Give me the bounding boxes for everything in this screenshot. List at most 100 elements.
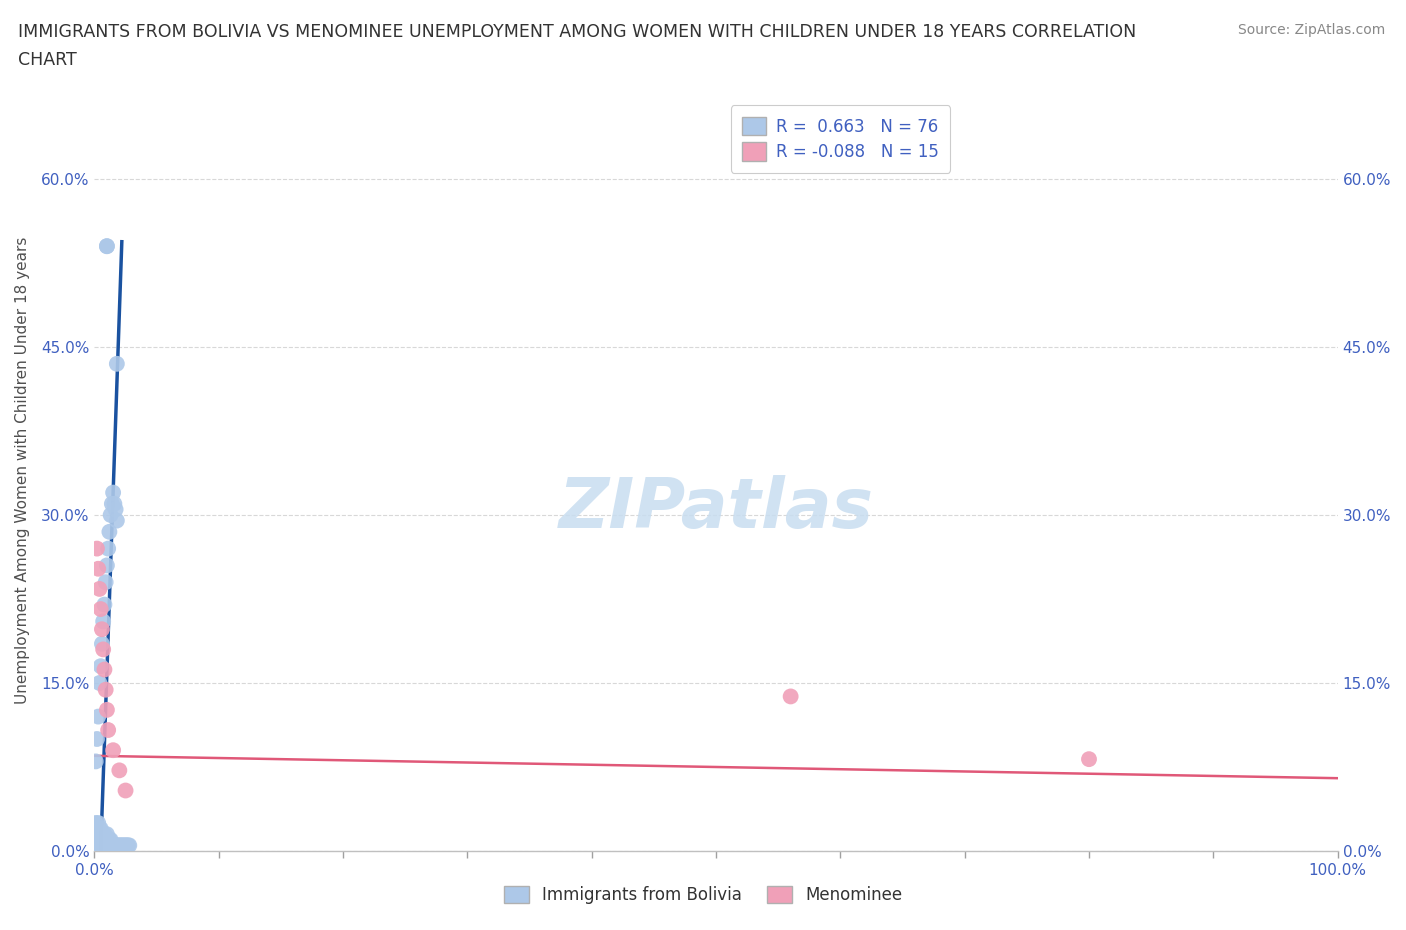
Point [89,675,111,690]
Point [90,827,112,842]
Point [111,838,134,853]
Point [110,838,132,853]
Point [98,525,121,539]
Text: CHART: CHART [18,51,77,69]
Point [96,827,118,842]
Point [91,614,114,629]
Point [86,832,108,847]
Point [96,239,118,254]
Legend: R =  0.663   N = 76, R = -0.088   N = 15: R = 0.663 N = 76, R = -0.088 N = 15 [731,105,950,173]
Point [101,485,124,500]
Point [93,838,115,853]
Point [86,821,108,836]
Point [104,502,127,517]
Point [103,497,125,512]
Point [90,636,112,651]
Point [93,832,115,847]
Point [87,816,110,830]
Point [96,838,118,853]
Point [87,710,110,724]
Point [112,838,135,853]
Point [97,723,120,737]
Point [90,622,112,637]
Point [105,513,128,528]
Point [108,763,131,777]
Point [100,838,122,853]
Point [86,541,108,556]
Text: ZIPatlas: ZIPatlas [558,475,873,542]
Point [93,827,115,842]
Point [100,508,122,523]
Point [87,562,110,577]
Point [87,821,110,836]
Point [101,497,124,512]
Point [94,683,117,698]
Point [89,832,111,847]
Point [84,827,107,842]
Point [117,838,139,853]
Point [89,827,111,842]
Point [114,783,136,798]
Point [96,702,118,717]
Point [93,597,115,612]
Point [90,832,112,847]
Point [91,838,114,853]
Point [98,832,121,847]
Point [87,827,110,842]
Point [84,754,107,769]
Point [101,838,124,853]
Point [101,838,124,853]
Point [89,838,111,853]
Point [84,816,107,830]
Point [90,832,112,847]
Point [108,838,131,853]
Point [1078,751,1101,766]
Point [91,827,114,842]
Point [118,838,141,853]
Text: IMMIGRANTS FROM BOLIVIA VS MENOMINEE UNEMPLOYMENT AMONG WOMEN WITH CHILDREN UNDE: IMMIGRANTS FROM BOLIVIA VS MENOMINEE UNE… [18,23,1136,41]
Point [94,838,117,853]
Point [114,838,136,853]
Point [84,832,107,847]
Legend: Immigrants from Bolivia, Menominee: Immigrants from Bolivia, Menominee [495,878,911,912]
Point [96,832,118,847]
Point [90,827,112,842]
Point [89,821,111,836]
Point [90,821,112,836]
Point [94,575,117,590]
Point [90,658,112,673]
Text: Source: ZipAtlas.com: Source: ZipAtlas.com [1237,23,1385,37]
Point [86,827,108,842]
Point [86,732,108,747]
Point [90,838,112,853]
Point [97,838,120,853]
Point [105,356,128,371]
Point [87,832,110,847]
Point [96,239,118,254]
Point [86,838,108,853]
Point [91,642,114,657]
Point [89,581,111,596]
Point [97,832,120,847]
Point [779,689,801,704]
Point [90,602,112,617]
Point [96,558,118,573]
Point [105,838,128,853]
Point [103,838,125,853]
Y-axis label: Unemployment Among Women with Children Under 18 years: Unemployment Among Women with Children U… [15,236,30,704]
Point [112,838,135,853]
Point [93,662,115,677]
Point [87,838,110,853]
Point [91,832,114,847]
Point [97,541,120,556]
Point [101,743,124,758]
Point [115,838,138,853]
Point [90,838,112,853]
Point [94,832,117,847]
Point [100,832,122,847]
Point [98,838,121,853]
Point [84,838,107,853]
Point [104,838,127,853]
Point [84,821,107,836]
Point [107,838,129,853]
